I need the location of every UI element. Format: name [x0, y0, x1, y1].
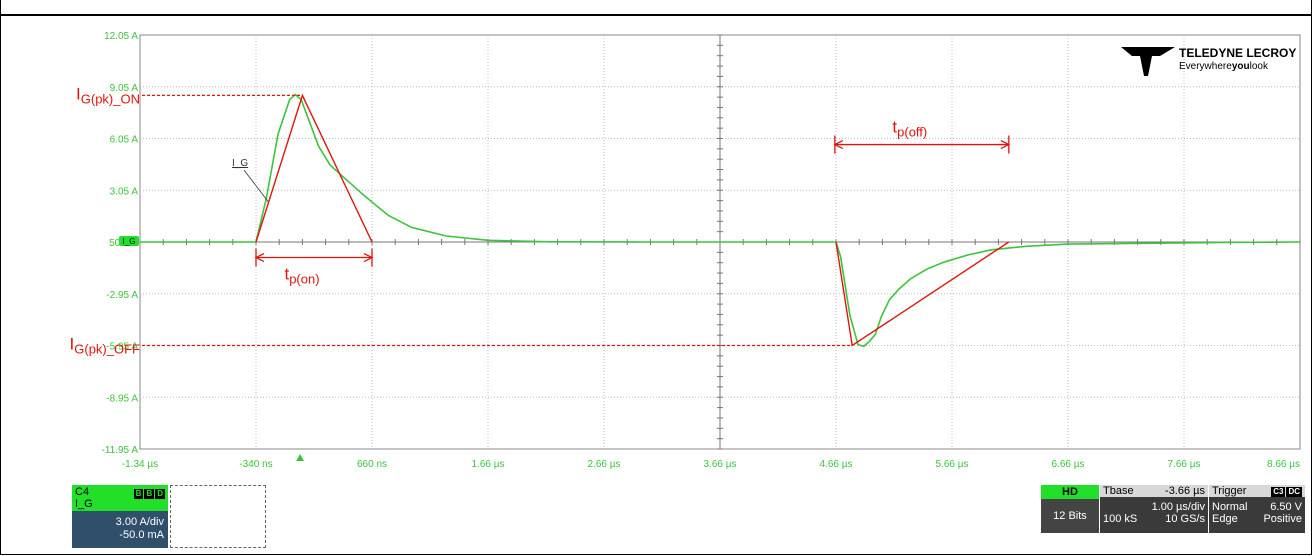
y-tick-label: 3.05 A [110, 186, 139, 197]
trigger-badges: C3 DC [1270, 485, 1302, 497]
trigger-position-marker [296, 454, 305, 461]
channel-badge: D [155, 489, 165, 499]
x-tick-label: -340 ns [239, 459, 272, 470]
trigger-type: Edge [1212, 513, 1238, 525]
y-tick-label: 9.05 A [110, 83, 139, 94]
logo-mark-icon [1121, 47, 1175, 76]
x-tick-label: 2.66 µs [587, 459, 620, 470]
y-tick-label: -5.95 A [106, 342, 138, 353]
x-tick-label: 1.66 µs [471, 459, 504, 470]
x-tick-label: 7.66 µs [1167, 459, 1200, 470]
timebase-div-row: 1.00 µs/div [1100, 501, 1208, 513]
x-tick-label: 6.66 µs [1051, 459, 1084, 470]
channel-badge: B [133, 489, 144, 499]
y-tick-label: -8.95 A [106, 393, 138, 404]
trigger-slope: Positive [1263, 513, 1302, 525]
trace-i-g [140, 93, 1301, 348]
timebase-div: 1.00 µs/div [1151, 501, 1205, 513]
x-tick-label: 3.66 µs [703, 459, 736, 470]
logo-brand: TELEDYNE LECROY [1179, 46, 1296, 60]
timebase-sample-row: 100 kS 10 GS/s [1100, 513, 1208, 525]
logo-tagline: Everywhereyoulook [1179, 61, 1269, 72]
trace-label: I_G [232, 158, 248, 169]
timebase-panel[interactable]: Tbase -3.66 µs 1.00 µs/div 100 kS 10 GS/… [1100, 485, 1208, 533]
trace-ground-marker-label: I_G [123, 237, 136, 246]
channel-name: C4 [75, 486, 90, 498]
y-tick-label: 6.05 A [110, 135, 139, 146]
trigger-header: Trigger C3 DC [1209, 485, 1305, 497]
y-tick-label: -11.95 A [101, 445, 138, 456]
x-tick-label: 8.66 µs [1267, 459, 1300, 470]
trace-ground-marker: I_G [119, 236, 139, 246]
trigger-mode-row: Normal 6.50 V [1209, 501, 1305, 513]
x-tick-label: 4.66 µs [819, 459, 852, 470]
channel-settings: 3.00 A/div -50.0 mA [72, 511, 168, 548]
channel-offset: -50.0 mA [119, 529, 164, 541]
timebase-label: Tbase [1103, 485, 1134, 497]
timebase-offset: -3.66 µs [1165, 485, 1205, 497]
x-tick-label: 660 ns [357, 459, 387, 470]
top-bar [0, 0, 1312, 16]
trigger-type-row: Edge Positive [1209, 513, 1305, 525]
y-tick-label: -2.95 A [106, 290, 138, 301]
oscilloscope-chart: -1.34 µs -340 ns 660 ns 1.66 µs 2.66 µs 3.66 … [70, 31, 1301, 470]
trigger-badge: C3 [1271, 487, 1286, 497]
hd-badge: HD [1041, 485, 1099, 499]
trace-label-leader [243, 169, 269, 203]
trace-ground-marker-box [119, 236, 139, 246]
acquisition-mode-panel[interactable]: HD 12 Bits [1041, 485, 1099, 533]
bit-depth: 12 Bits [1041, 499, 1099, 533]
timebase-header: Tbase -3.66 µs [1100, 485, 1208, 497]
trigger-panel[interactable]: Trigger C3 DC Normal 6.50 V Edge Positive [1209, 485, 1305, 533]
x-tick-label: -1.34 µs [122, 459, 158, 470]
trigger-level: 6.50 V [1270, 501, 1302, 513]
channel-scale: 3.00 A/div [115, 516, 164, 528]
trigger-mode: Normal [1212, 501, 1248, 513]
trigger-label: Trigger [1212, 485, 1247, 497]
channel-trace-label: I_G [75, 498, 93, 510]
empty-descriptor-slot[interactable] [170, 485, 266, 548]
timebase-samples: 100 kS [1103, 513, 1138, 525]
y-tick-label: 12.05 A [104, 31, 138, 42]
trigger-badge: DC [1286, 487, 1302, 497]
ig-pk-off-label: IG(pk)_OFF [70, 335, 141, 357]
timebase-rate: 10 GS/s [1165, 513, 1205, 525]
x-tick-label: 5.66 µs [935, 459, 968, 470]
channel-badge: B [144, 489, 155, 499]
